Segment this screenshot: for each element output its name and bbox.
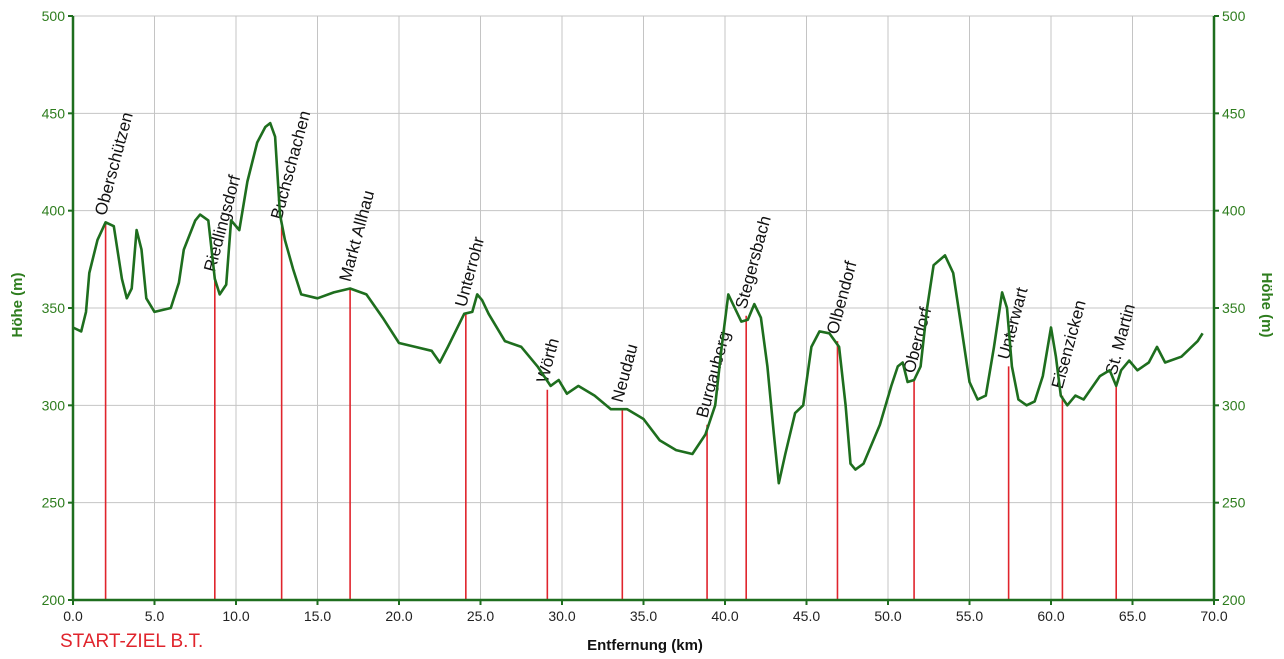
y-axis-label-left: Höhe (m)	[9, 273, 26, 338]
y-tick-label-left: 350	[42, 300, 66, 316]
y-tick-label-right: 200	[1222, 592, 1246, 608]
y-tick-label-left: 400	[42, 203, 66, 219]
y-tick-label-left: 200	[42, 592, 66, 608]
y-tick-label-left: 450	[42, 105, 66, 121]
x-tick-label: 35.0	[630, 608, 657, 624]
x-tick-label: 65.0	[1119, 608, 1146, 624]
town-label: Wörth	[533, 336, 563, 385]
y-tick-label-right: 250	[1222, 495, 1246, 511]
town-label: Olbendorf	[823, 259, 861, 336]
tick-labels: 200 200 250 250 300 300 350 350 400 400 450 450 500 5…	[42, 8, 1246, 624]
y-tick-label-left: 250	[42, 495, 66, 511]
y-axis-label-right: Höhe (m)	[1258, 273, 1275, 338]
x-tick-label: 10.0	[222, 608, 249, 624]
x-tick-label: 40.0	[711, 608, 738, 624]
grid-lines	[72, 15, 1215, 601]
x-axis-label: Entfernung (km)	[587, 637, 703, 654]
x-tick-label: 20.0	[385, 608, 412, 624]
x-tick-label: 70.0	[1200, 608, 1227, 624]
x-tick-label: 5.0	[145, 608, 165, 624]
town-label: Oberdorf	[900, 305, 936, 375]
x-tick-label: 55.0	[956, 608, 983, 624]
town-label: Burgauberg	[693, 329, 734, 420]
town-label: Unterwart	[994, 285, 1031, 361]
y-tick-label-right: 450	[1222, 105, 1246, 121]
start-finish-label: START-ZIEL B.T.	[60, 631, 203, 652]
elevation-line	[72, 121, 1204, 485]
x-tick-label: 45.0	[793, 608, 820, 624]
town-label: Buchschachen	[267, 109, 314, 222]
x-tick-label: 25.0	[467, 608, 494, 624]
y-tick-label-right: 500	[1222, 8, 1246, 24]
town-label: Stegersbach	[732, 214, 775, 311]
town-label: Riedlingsdorf	[200, 173, 244, 274]
y-tick-label-left: 500	[42, 8, 66, 24]
town-label: Markt Allhau	[336, 188, 379, 283]
y-tick-label-right: 400	[1222, 203, 1246, 219]
y-tick-label-left: 300	[42, 397, 66, 413]
town-label: Oberschützen	[91, 110, 137, 217]
x-tick-label: 15.0	[304, 608, 331, 624]
x-tick-label: 50.0	[874, 608, 901, 624]
x-tick-label: 60.0	[1037, 608, 1064, 624]
y-tick-label-right: 350	[1222, 300, 1246, 316]
town-label: Unterrohr	[451, 234, 488, 309]
y-tick-label-right: 300	[1222, 397, 1246, 413]
x-tick-label: 0.0	[63, 608, 83, 624]
town-label: Neudau	[608, 342, 642, 404]
x-tick-label: 30.0	[548, 608, 575, 624]
